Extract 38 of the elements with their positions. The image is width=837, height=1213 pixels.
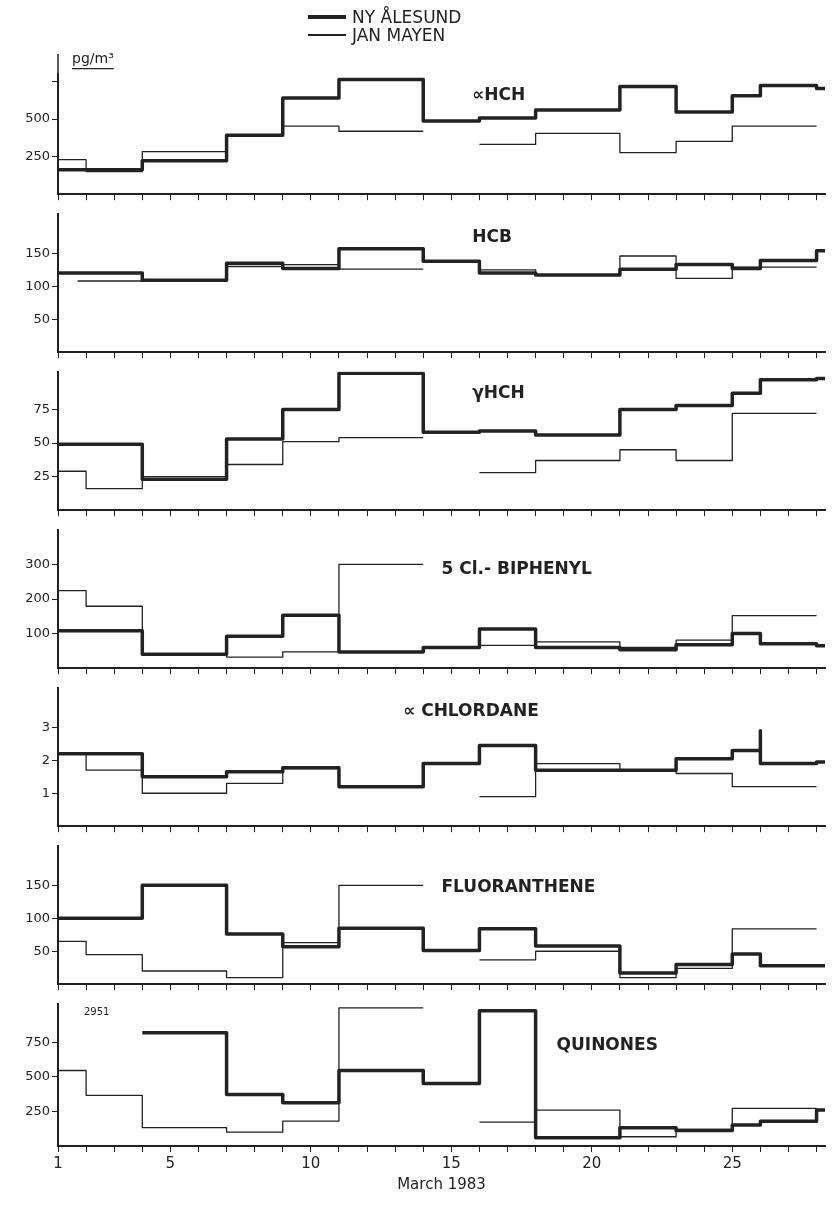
text: ∝HCH xyxy=(472,84,526,105)
y-tick-label: 50 xyxy=(33,942,50,958)
y-tick-label: 150 xyxy=(25,876,50,892)
x-tick-label: 25 xyxy=(722,1153,742,1172)
text: HCB xyxy=(472,226,512,247)
annotation: 2951 xyxy=(84,1006,110,1018)
y-tick-label: 100 xyxy=(25,277,50,293)
y-tick-label: 50 xyxy=(33,434,50,450)
y-tick-label: 75 xyxy=(33,400,50,416)
x-tick-label: 5 xyxy=(165,1153,176,1172)
x-tick-label: 20 xyxy=(582,1153,602,1172)
text: γHCH xyxy=(472,382,525,403)
x-axis-title: March 1983 xyxy=(397,1174,486,1193)
text: FLUORANTHENE xyxy=(441,876,596,897)
y-tick-label: 300 xyxy=(25,555,50,571)
y-tick-label: 2 xyxy=(41,751,50,767)
text: QUINONES xyxy=(556,1034,658,1055)
y-axis-title: pg/m³ xyxy=(72,49,114,66)
y-tick-label: 750 xyxy=(25,1033,50,1049)
y-tick-label: 250 xyxy=(25,148,50,164)
y-tick-label: 25 xyxy=(33,467,50,483)
text: ∝ CHLORDANE xyxy=(403,700,539,721)
x-tick-label: 10 xyxy=(301,1153,321,1172)
y-tick-label: 500 xyxy=(25,110,50,126)
y-tick-label: 500 xyxy=(25,1068,50,1084)
legend-label: JAN MAYEN xyxy=(352,25,446,45)
y-tick-label: 3 xyxy=(41,718,50,734)
y-tick-label: 250 xyxy=(25,1102,50,1118)
y-tick-label: 100 xyxy=(25,909,50,925)
y-tick-label: 50 xyxy=(33,310,50,326)
x-tick-label: 1 xyxy=(53,1153,63,1172)
y-tick-label: 150 xyxy=(25,244,50,260)
x-tick-label: 15 xyxy=(441,1153,461,1172)
y-tick-label: 100 xyxy=(25,624,50,640)
text: 5 Cl.- BIPHENYL xyxy=(441,558,593,579)
y-tick-label: 200 xyxy=(25,590,50,606)
y-tick-label: 1 xyxy=(41,784,50,800)
legend-label: NY ÅLESUND xyxy=(352,7,462,27)
